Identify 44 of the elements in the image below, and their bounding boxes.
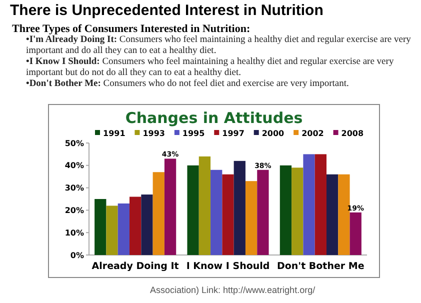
text: •Don't Bother Me: Consumers who do not feel diet and exercise are very important. (26, 79, 349, 89)
bar (152, 172, 164, 255)
legend-label: 2008 (341, 129, 364, 138)
bar (130, 196, 142, 255)
legend-label: 1995 (182, 129, 206, 138)
bar (94, 199, 106, 255)
bar (257, 170, 269, 255)
bar (222, 174, 234, 255)
bar (350, 212, 362, 255)
y-tick-label: 30% (64, 184, 84, 193)
x-tick-label: Already Doing It (92, 261, 180, 272)
bar (234, 160, 246, 255)
bar (198, 156, 211, 255)
bar (245, 181, 258, 255)
bar (326, 174, 338, 255)
bar (187, 165, 199, 255)
legend-label: 1997 (222, 129, 244, 138)
bar (141, 194, 153, 255)
y-tick-label: 40% (64, 161, 84, 170)
x-tick-label: I Know I Should (186, 261, 270, 272)
legend-label: 2002 (302, 129, 324, 138)
bar (338, 174, 350, 255)
chart-title: There is Unprecedented Interest in Nutrition (10, 2, 324, 19)
legend-label: 1991 (103, 129, 126, 138)
bar (303, 154, 315, 255)
bar (118, 203, 130, 255)
bar (106, 206, 118, 255)
bar (210, 170, 222, 255)
text: Three Types of Consumers Interested in Nutrition: (12, 23, 252, 35)
bar (280, 165, 292, 255)
x-tick-label: Don't Bother Me (276, 261, 364, 272)
text: Association) Link: http://www.eatright.org/ (150, 285, 316, 295)
legend-label: 1993 (142, 129, 165, 138)
y-tick-label: 50% (64, 138, 84, 148)
legend-label: 2000 (262, 129, 285, 138)
chart-subtitle: Changes in Attitudes (125, 109, 303, 127)
y-tick-label: 10% (64, 228, 84, 238)
text: •I'm Already Doing It: Consumers who feel maintaining a healthy diet and regular exercise are very important and do all they can to eat a healthy diet. (26, 35, 411, 56)
text: •I Know I Should: Consumers who feel maintaining a healthy diet and regular exercise are very important but do not do all they can to eat a healthy diet. (26, 57, 394, 78)
bar (292, 168, 304, 255)
bar (164, 158, 176, 255)
y-tick-label: 0% (70, 250, 84, 260)
y-tick-label: 20% (64, 206, 84, 215)
bar (314, 154, 326, 255)
